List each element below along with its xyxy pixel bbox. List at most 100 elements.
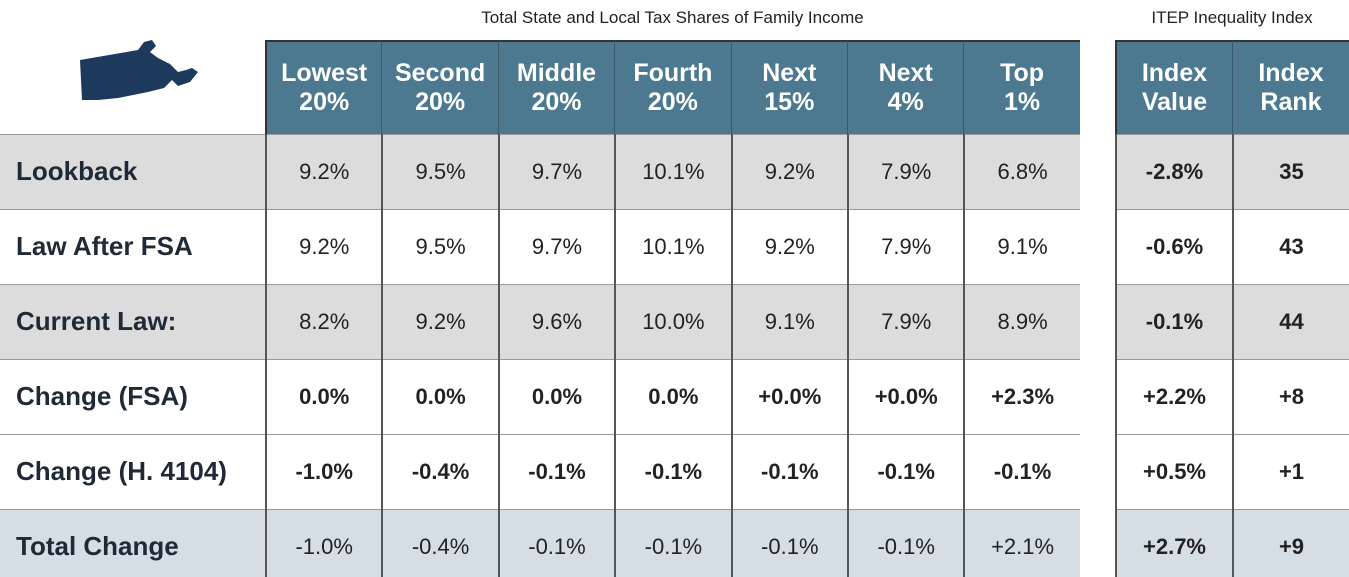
cell-value: -0.1% <box>614 434 730 509</box>
header-line: Top <box>1000 59 1045 87</box>
cell-value: 9.2% <box>381 284 497 359</box>
cell-value: +2.2% <box>1115 359 1232 434</box>
cell-value: 43 <box>1232 209 1349 284</box>
cell-value: -1.0% <box>265 434 381 509</box>
cell-value: 7.9% <box>847 134 963 209</box>
cell-value: 9.5% <box>381 134 497 209</box>
cell-value: -0.1% <box>497 509 614 577</box>
cell-value: +8 <box>1232 359 1349 434</box>
row-band <box>1080 359 1115 434</box>
cell-value: 44 <box>1232 284 1349 359</box>
cell-value: 9.2% <box>265 209 381 284</box>
row-band <box>0 359 262 434</box>
row-band <box>1080 509 1115 577</box>
cell-value: 10.0% <box>614 284 730 359</box>
row-label: Current Law: <box>16 306 177 336</box>
header-line: 20% <box>531 88 582 116</box>
header-line: 15% <box>764 88 815 116</box>
column-header: Middle 20% <box>497 40 615 134</box>
row-band <box>262 509 1080 577</box>
header-line: Rank <box>1260 88 1322 116</box>
cell-value: 7.9% <box>847 284 963 359</box>
cell-value: +9 <box>1232 509 1349 577</box>
row-label: Lookback <box>16 156 138 186</box>
row-band <box>0 284 262 359</box>
caption: Total State and Local Tax Shares of Fami… <box>481 8 864 27</box>
row-label: Change (H. 4104) <box>16 456 227 486</box>
row-band <box>262 134 1080 209</box>
cell-value: +2.7% <box>1115 509 1232 577</box>
cell-value: 9.2% <box>730 134 847 209</box>
cell-value: 8.9% <box>963 284 1079 359</box>
cell-value: 0.0% <box>614 359 730 434</box>
header-line: Index <box>1141 59 1208 87</box>
header-line: Next <box>878 59 933 87</box>
cell-value: 6.8% <box>963 134 1079 209</box>
row-band <box>262 284 1080 359</box>
cell-value: 0.0% <box>497 359 614 434</box>
cell-value: 9.6% <box>497 284 614 359</box>
cell-value: 9.5% <box>381 209 497 284</box>
cell-value: -1.0% <box>265 509 381 577</box>
cell-value: -0.1% <box>1115 284 1232 359</box>
row-label: Total Change <box>16 531 179 561</box>
cell-value: 0.0% <box>265 359 381 434</box>
row-band <box>1080 134 1115 209</box>
row-band <box>262 434 1080 509</box>
cell-value: 35 <box>1232 134 1349 209</box>
cell-value: 9.1% <box>963 209 1079 284</box>
row-label: Change (FSA) <box>16 381 188 411</box>
row-band <box>1080 209 1115 284</box>
row-band <box>0 509 262 577</box>
header-line: 20% <box>415 88 466 116</box>
cell-value: +0.0% <box>847 359 963 434</box>
column-header: Index Rank <box>1232 40 1349 134</box>
row-band <box>0 134 262 209</box>
row-band <box>1080 284 1115 359</box>
cell-value: -2.8% <box>1115 134 1232 209</box>
column-header: Next 4% <box>847 40 964 134</box>
header-line: Next <box>762 59 817 87</box>
cell-value: -0.1% <box>963 434 1079 509</box>
cell-value: -0.6% <box>1115 209 1232 284</box>
cell-value: +1 <box>1232 434 1349 509</box>
cell-value: +2.3% <box>963 359 1079 434</box>
cell-value: 9.2% <box>265 134 381 209</box>
header-line: 20% <box>299 88 350 116</box>
column-header: Lowest 20% <box>265 40 382 134</box>
state-map <box>80 40 198 100</box>
header-line: Middle <box>516 59 597 87</box>
cell-value: -0.1% <box>614 509 730 577</box>
cell-value: -0.4% <box>381 509 497 577</box>
cell-value: 0.0% <box>381 359 497 434</box>
caption: ITEP Inequality Index <box>1151 8 1313 27</box>
cell-value: 10.1% <box>614 209 730 284</box>
column-header: Index Value <box>1115 40 1232 134</box>
cell-value: 9.2% <box>730 209 847 284</box>
cell-value: 8.2% <box>265 284 381 359</box>
cell-value: -0.1% <box>730 509 847 577</box>
header-line: 1% <box>1004 88 1041 116</box>
cell-value: 10.1% <box>614 134 730 209</box>
header-line: Value <box>1141 88 1208 116</box>
column-header: Top 1% <box>963 40 1080 134</box>
row-band <box>1080 434 1115 509</box>
column-header: Second 20% <box>381 40 498 134</box>
header-line: Lowest <box>281 59 368 87</box>
header-line: 20% <box>647 88 698 116</box>
cell-value: -0.1% <box>847 434 963 509</box>
row-band <box>0 209 262 284</box>
cell-value: -0.4% <box>381 434 497 509</box>
cell-value: -0.1% <box>497 434 614 509</box>
header-line: 4% <box>887 88 924 116</box>
cell-value: 9.1% <box>730 284 847 359</box>
header-line: Fourth <box>633 59 713 87</box>
cell-value: +2.1% <box>963 509 1079 577</box>
cell-value: -0.1% <box>847 509 963 577</box>
cell-value: 9.7% <box>497 134 614 209</box>
cell-value: 7.9% <box>847 209 963 284</box>
header-line: Second <box>394 59 486 87</box>
row-band <box>262 359 1080 434</box>
column-header: Fourth 20% <box>614 40 731 134</box>
